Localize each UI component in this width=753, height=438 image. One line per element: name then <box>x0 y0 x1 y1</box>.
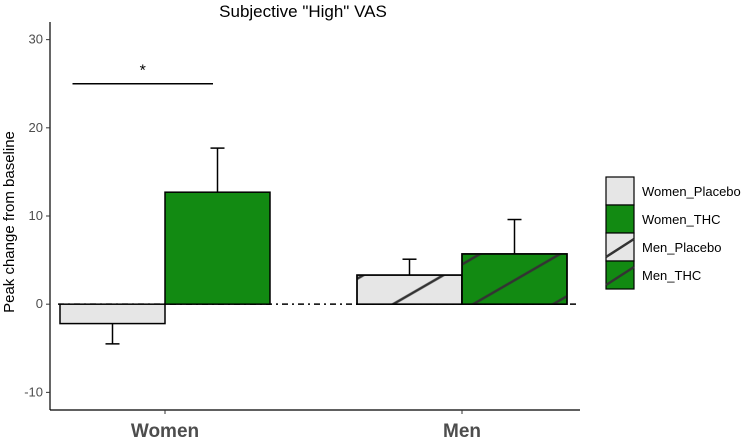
legend-label-women-thc: Women_THC <box>642 212 721 227</box>
bar-hatch-men-placebo <box>356 274 463 305</box>
chart-title: Subjective "High" VAS <box>219 2 387 21</box>
x-tick-label-men: Men <box>443 421 481 438</box>
bar-women-placebo <box>59 303 166 325</box>
significance-star: * <box>140 63 146 80</box>
y-tick-label: 30 <box>29 32 43 47</box>
legend-key-women-thc <box>605 204 635 234</box>
legend-label-men-placebo: Men_Placebo <box>642 240 722 255</box>
legend-key-women-placebo <box>605 176 635 206</box>
legend-key-hatch <box>605 237 635 259</box>
bar-hatch-men-thc <box>461 253 568 305</box>
y-tick-label: 20 <box>29 120 43 135</box>
y-axis-label: Peak change from baseline <box>1 131 18 313</box>
x-tick-label-women: Women <box>131 421 199 438</box>
y-tick-label: 0 <box>36 296 43 311</box>
legend-label-women-placebo: Women_Placebo <box>642 184 741 199</box>
bars-group: * <box>59 63 568 345</box>
legend: Women_Placebo Women_THC Men_Placebo Men_THC <box>605 176 741 290</box>
legend-label-men-thc: Men_THC <box>642 268 701 283</box>
y-tick-label: -10 <box>24 384 43 399</box>
legend-key-hatch <box>605 265 635 287</box>
bar-women-thc <box>164 191 271 305</box>
y-tick-label: 10 <box>29 208 43 223</box>
